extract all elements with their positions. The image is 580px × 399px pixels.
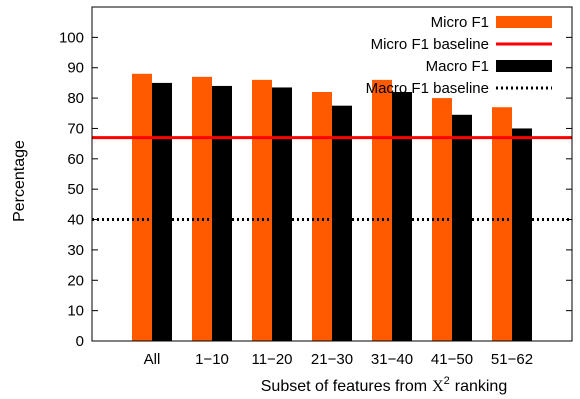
x-axis-title-suffix: ranking (455, 378, 507, 395)
bar-micro-f1 (372, 79, 392, 341)
plot-frame (91, 6, 573, 342)
bar-micro-f1 (492, 107, 512, 341)
legend-macro-f1-label: Macro F1 (426, 58, 489, 75)
bar-macro-f1 (152, 82, 172, 341)
y-tick-label: 100 (59, 29, 84, 46)
bar-macro-f1 (332, 105, 352, 341)
legend-macro-f1-swatch (496, 60, 552, 72)
bar-micro-f1 (132, 73, 152, 342)
legend: Micro F1 Micro F1 baseline Macro F1 Macro F… (366, 14, 552, 97)
x-axis-title-symbol: X (432, 378, 444, 395)
x-tick-label: 1−10 (195, 351, 229, 368)
bar-macro-f1 (452, 114, 472, 341)
legend-micro-f1-label: Micro F1 (431, 14, 489, 31)
legend-macro-f1-baseline-label: Macro F1 baseline (366, 80, 489, 97)
y-tick-label: 90 (67, 60, 84, 77)
bar-macro-f1 (512, 128, 532, 341)
x-tick-label: 51−62 (491, 351, 533, 368)
legend-micro-f1-baseline-label: Micro F1 baseline (371, 36, 489, 53)
bar-micro-f1 (312, 92, 332, 341)
x-axis-title-superscript: 2 (444, 375, 450, 387)
x-axis-title-text: Subset of features from (261, 378, 427, 395)
bar-macro-f1 (392, 92, 412, 341)
x-axis-title: Subset of features from X2 ranking (261, 375, 507, 395)
y-tick-label: 30 (67, 242, 84, 259)
y-tick-label: 10 (67, 303, 84, 320)
bar-macro-f1 (272, 87, 292, 341)
legend-micro-f1-swatch (496, 16, 552, 28)
x-tick-label: 21−30 (311, 351, 353, 368)
y-axis-title: Percentage (11, 140, 28, 222)
x-axis-ticks: All 1−10 11−20 21−30 31−40 41−50 51−62 (144, 335, 533, 368)
y-axis-ticks: 0 10 20 30 40 50 60 70 80 90 100 (59, 29, 572, 350)
bar-micro-f1 (192, 76, 212, 341)
bar-macro-f1 (212, 85, 232, 341)
bar-micro-f1 (252, 79, 272, 341)
y-tick-label: 40 (67, 212, 84, 229)
bars (132, 73, 532, 342)
baselines (92, 136, 572, 222)
x-tick-label: 11−20 (251, 351, 292, 368)
y-tick-label: 50 (67, 181, 84, 198)
y-tick-label: 20 (67, 272, 84, 289)
y-tick-label: 80 (67, 90, 84, 107)
x-tick-label: 31−40 (371, 351, 413, 368)
y-tick-label: 60 (67, 151, 84, 168)
x-tick-label: All (144, 351, 161, 368)
y-tick-label: 0 (76, 333, 84, 350)
x-tick-label: 41−50 (431, 351, 473, 368)
y-tick-label: 70 (67, 120, 84, 137)
